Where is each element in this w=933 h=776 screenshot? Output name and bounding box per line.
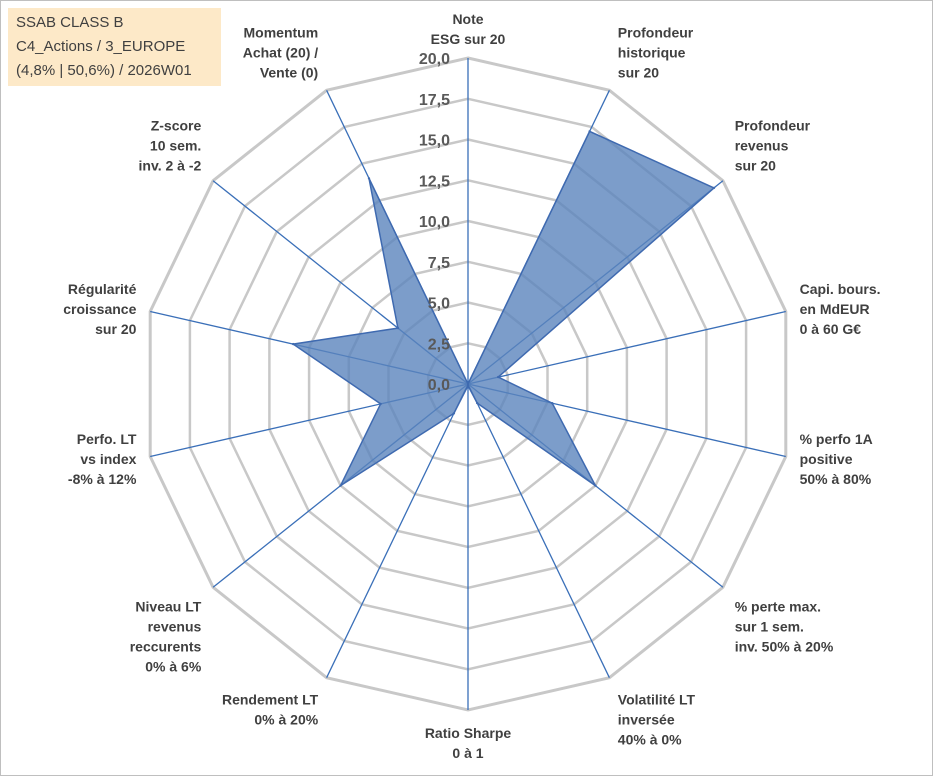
spoke-6 (467, 383, 610, 678)
axis-label-line: revenus (735, 138, 789, 154)
axis-label-3: Capi. bours. en MdEUR 0 à 60 G€ (800, 281, 881, 337)
axis-label-2: Profondeur revenus sur 20 (735, 118, 811, 174)
axis-label-line: inv. 2 à -2 (139, 158, 202, 174)
axis-label-line: revenus (148, 619, 202, 635)
axis-label-line: Capi. bours. (800, 281, 881, 297)
axis-label-line: inversée (618, 712, 675, 728)
tick-label-3: 7,5 (428, 255, 450, 272)
axis-label-1: Profondeur historique sur 20 (618, 24, 694, 80)
axis-label-6: Volatilité LT inversée 40% à 0% (618, 692, 696, 748)
data-point-11 (292, 342, 295, 346)
axis-label-line: Régularité (68, 281, 137, 297)
axis-label-line: 0 à 60 G€ (800, 321, 862, 337)
axis-label-line: Vente (0) (260, 64, 318, 80)
axis-label-line: Momentum (244, 24, 319, 40)
data-point-9 (339, 484, 342, 487)
axis-label-line: Perfo. LT (77, 431, 137, 447)
axis-label-line: en MdEUR (800, 301, 870, 317)
info-box: SSAB CLASS B C4_Actions / 3_EUROPE (4,8%… (8, 8, 221, 86)
data-point-4 (551, 402, 554, 405)
data-point-5 (594, 484, 597, 487)
tick-label-4: 10,0 (419, 214, 450, 231)
axis-label-line: % perte max. (735, 599, 821, 615)
axis-label-line: vs index (80, 451, 136, 467)
info-category: C4_Actions / 3_EUROPE (16, 38, 186, 55)
axis-label-line: 0% à 20% (254, 712, 318, 728)
info-stats: (4,8% | 50,6%) / 2026W01 (16, 62, 192, 79)
axis-label-line: Niveau LT (135, 599, 201, 615)
axis-label-line: Achat (20) / (243, 44, 319, 60)
info-title: SSAB CLASS B (16, 14, 124, 31)
tick-label-2: 5,0 (428, 296, 450, 313)
radar-tick-labels: 0,0 2,5 5,0 7,5 10,0 12,5 15,0 17,5 20,0 (419, 51, 450, 394)
axis-label-line: Ratio Sharpe (425, 725, 512, 741)
axis-label-4: % perfo 1A positive 50% à 80% (800, 431, 873, 487)
data-point-10 (379, 402, 382, 406)
radar-series (291, 130, 716, 488)
axis-label-11: Régularité croissance sur 20 (63, 281, 136, 337)
axis-label-line: Rendement LT (222, 692, 319, 708)
axis-label-line: 10 sem. (150, 138, 201, 154)
axis-label-5: % perte max. sur 1 sem. inv. 50% à 20% (735, 599, 834, 655)
axis-label-line: Volatilité LT (618, 692, 696, 708)
tick-label-8: 20,0 (419, 51, 450, 68)
tick-label-6: 15,0 (419, 133, 450, 150)
axis-label-line: 40% à 0% (618, 732, 682, 748)
axis-label-line: reccurents (130, 639, 202, 655)
axis-label-line: 0% à 6% (145, 659, 202, 675)
axis-label-8: Rendement LT 0% à 20% (222, 692, 319, 728)
axis-label-line: historique (618, 44, 686, 60)
axis-label-7: Ratio Sharpe 0 à 1 (425, 725, 512, 761)
axis-label-line: sur 20 (95, 321, 136, 337)
data-point-2 (712, 186, 716, 190)
spoke-8 (326, 383, 469, 678)
data-point-8 (452, 412, 456, 415)
axis-label-10: Perfo. LT vs index -8% à 12% (68, 431, 137, 487)
axis-label-line: sur 20 (735, 158, 776, 174)
axis-label-line: Note (452, 11, 483, 27)
axis-label-line: inv. 50% à 20% (735, 639, 834, 655)
axis-label-line: Profondeur (618, 24, 694, 40)
tick-label-1: 2,5 (428, 336, 450, 353)
axis-label-line: croissance (63, 301, 136, 317)
axis-label-line: 50% à 80% (800, 471, 872, 487)
axis-label-line: ESG sur 20 (431, 31, 506, 47)
axis-label-line: positive (800, 451, 853, 467)
data-point-12 (396, 326, 400, 330)
axis-label-line: Profondeur (735, 118, 811, 134)
axis-label-0: Note ESG sur 20 (431, 11, 506, 47)
axis-label-line: sur 20 (618, 64, 659, 80)
axis-label-13: Momentum Achat (20) / Vente (0) (243, 24, 319, 80)
axis-label-line: -8% à 12% (68, 471, 137, 487)
data-point-3 (497, 375, 500, 379)
data-point-13 (367, 177, 371, 180)
axis-label-line: 0 à 1 (452, 745, 483, 761)
axis-label-9: Niveau LT revenus reccurents 0% à 6% (130, 599, 202, 675)
tick-label-0: 0,0 (428, 377, 450, 394)
axis-label-line: % perfo 1A (800, 431, 873, 447)
axis-label-12: Z-score 10 sem. inv. 2 à -2 (139, 118, 202, 174)
data-point-1 (588, 130, 591, 133)
spoke-3 (467, 310, 786, 385)
tick-label-5: 12,5 (419, 173, 450, 190)
axis-label-line: Z-score (151, 118, 202, 134)
axis-label-line: sur 1 sem. (735, 619, 804, 635)
tick-label-7: 17,5 (419, 92, 450, 109)
data-point-7 (466, 384, 470, 387)
radar-axis-labels: Note ESG sur 20 Profondeur historique sur 20… (63, 11, 880, 761)
data-point-6 (476, 401, 479, 405)
